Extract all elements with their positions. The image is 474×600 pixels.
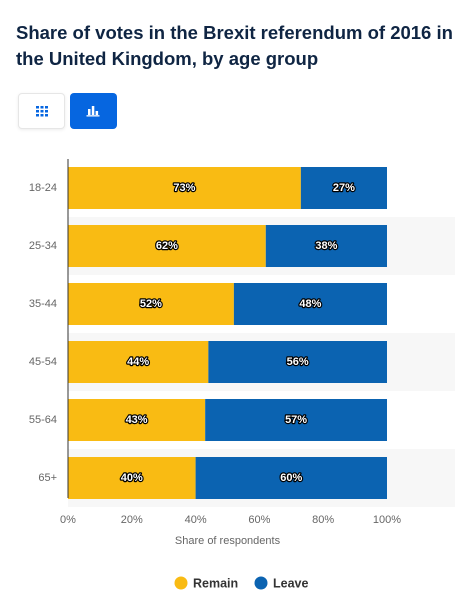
data-label: 27% bbox=[333, 182, 355, 194]
y-tick-label: 55-64 bbox=[29, 414, 57, 426]
x-tick-label: 60% bbox=[248, 514, 270, 526]
y-tick-label: 45-54 bbox=[29, 356, 57, 368]
y-tick-label: 18-24 bbox=[29, 182, 57, 194]
bar-segment bbox=[208, 341, 387, 383]
data-label: 38% bbox=[315, 240, 337, 252]
data-label: 52% bbox=[140, 298, 162, 310]
data-label: 44% bbox=[127, 356, 149, 368]
x-tick-label: 20% bbox=[121, 514, 143, 526]
x-axis-title: Share of respondents bbox=[175, 535, 281, 547]
table-icon bbox=[36, 106, 48, 117]
chart-title: Share of votes in the Brexit referendum … bbox=[16, 22, 453, 69]
bar-segment bbox=[195, 457, 387, 499]
data-label: 40% bbox=[121, 472, 143, 484]
data-label: 73% bbox=[173, 182, 195, 194]
y-tick-label: 25-34 bbox=[29, 240, 57, 252]
data-label: 62% bbox=[156, 240, 178, 252]
chart-view-button[interactable] bbox=[70, 93, 117, 129]
data-label: 60% bbox=[280, 472, 302, 484]
bar-segment bbox=[68, 457, 196, 499]
data-label: 56% bbox=[287, 356, 309, 368]
x-tick-label: 40% bbox=[185, 514, 207, 526]
x-tick-label: 0% bbox=[60, 514, 76, 526]
x-tick-label: 80% bbox=[312, 514, 334, 526]
data-label: 43% bbox=[126, 414, 148, 426]
bar-segment bbox=[233, 283, 387, 325]
legend-label: Remain bbox=[193, 576, 238, 590]
table-view-button[interactable] bbox=[18, 93, 65, 129]
bar-segment bbox=[68, 167, 301, 209]
y-tick-label: 35-44 bbox=[29, 298, 57, 310]
bar-segment bbox=[265, 225, 387, 267]
y-tick-label: 65+ bbox=[38, 472, 57, 484]
legend-label: Leave bbox=[273, 576, 308, 590]
legend-marker bbox=[174, 576, 188, 590]
bar-segment bbox=[68, 399, 206, 441]
x-tick-label: 100% bbox=[373, 514, 401, 526]
bar-segment bbox=[205, 399, 387, 441]
bar-segment bbox=[68, 283, 234, 325]
data-label: 48% bbox=[299, 298, 321, 310]
bar-segment bbox=[300, 167, 387, 209]
data-label: 57% bbox=[285, 414, 307, 426]
bar-chart-icon bbox=[86, 106, 100, 117]
bar-segment bbox=[68, 341, 209, 383]
bar-segment bbox=[68, 225, 266, 267]
legend-marker bbox=[254, 576, 268, 590]
